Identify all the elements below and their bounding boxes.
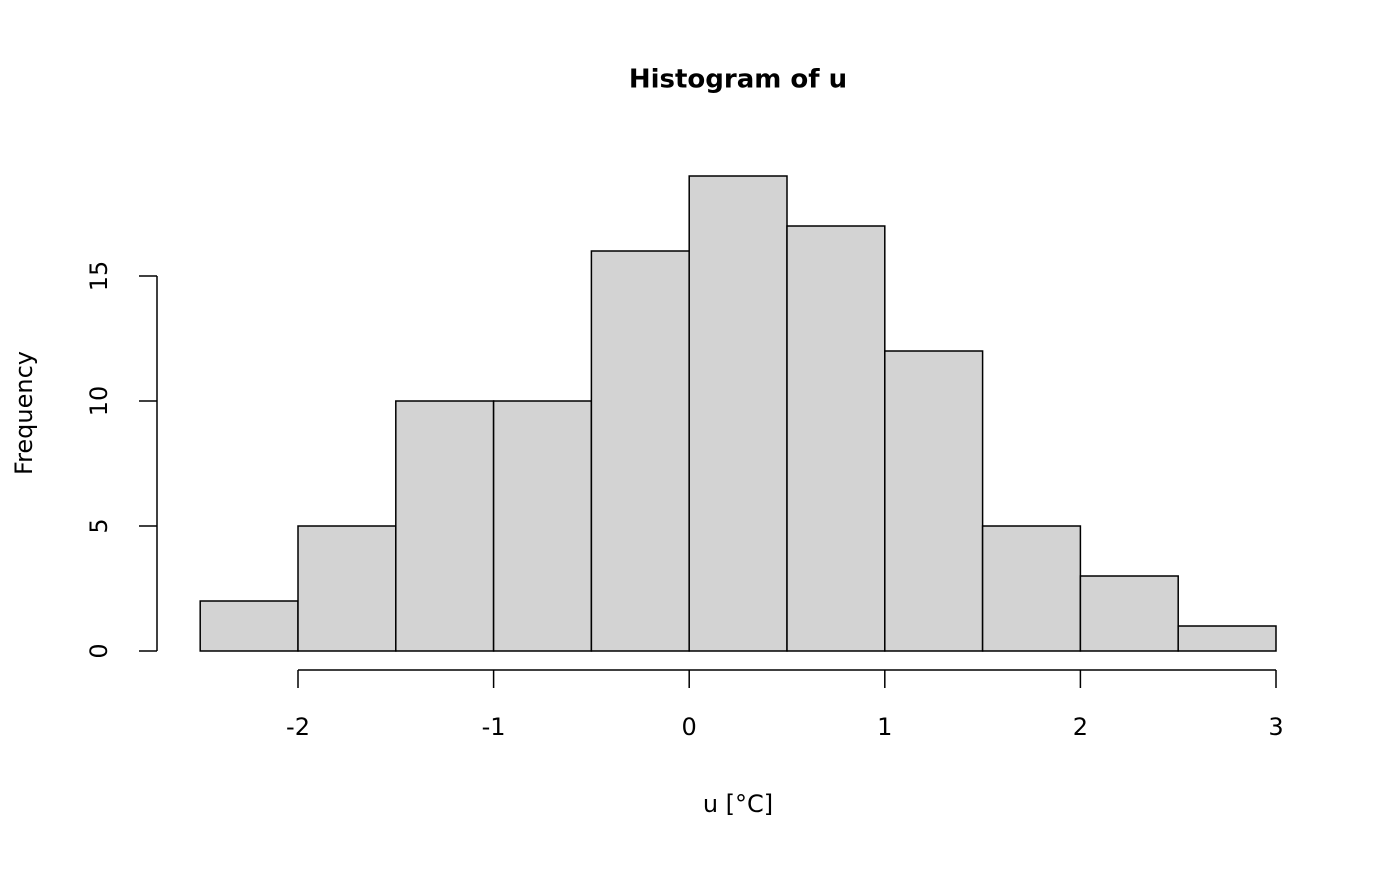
- bar: [884, 350, 984, 652]
- bar: [1079, 575, 1179, 652]
- x-tick-label: 2: [1073, 713, 1088, 741]
- x-tick-label: 1: [877, 713, 892, 741]
- bar: [786, 225, 886, 652]
- x-tick-label: -1: [482, 713, 506, 741]
- bar: [199, 600, 299, 652]
- bar: [688, 175, 788, 652]
- bar: [395, 400, 495, 652]
- chart-title: Histogram of u: [629, 65, 847, 95]
- bar: [492, 400, 593, 652]
- y-axis-label: Frequency: [10, 351, 38, 475]
- bar: [297, 525, 397, 652]
- x-axis-label: u [°C]: [703, 790, 773, 818]
- bar: [1177, 625, 1277, 652]
- y-tick-label: 5: [85, 518, 113, 533]
- y-tick-label: 15: [85, 261, 113, 292]
- y-tick-label: 10: [85, 386, 113, 417]
- x-tick-label: 3: [1268, 713, 1283, 741]
- bar: [981, 525, 1082, 652]
- x-tick-label: 0: [682, 713, 697, 741]
- y-tick-label: 0: [85, 643, 113, 658]
- x-tick-label: -2: [286, 713, 310, 741]
- bar: [590, 250, 690, 652]
